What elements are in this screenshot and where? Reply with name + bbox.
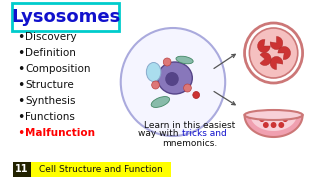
Circle shape	[275, 114, 280, 120]
Circle shape	[163, 58, 171, 66]
Circle shape	[259, 116, 265, 122]
Ellipse shape	[146, 62, 161, 82]
Text: 11: 11	[15, 165, 29, 174]
Text: Structure: Structure	[25, 80, 74, 90]
Ellipse shape	[244, 110, 303, 120]
Circle shape	[263, 122, 269, 128]
Wedge shape	[270, 57, 283, 69]
Ellipse shape	[176, 56, 193, 64]
Circle shape	[249, 28, 298, 78]
Text: way with: way with	[138, 129, 182, 138]
Ellipse shape	[151, 96, 170, 107]
Text: •: •	[17, 30, 25, 44]
Text: •: •	[17, 127, 25, 140]
FancyBboxPatch shape	[31, 162, 171, 177]
FancyBboxPatch shape	[12, 3, 119, 31]
Circle shape	[278, 122, 284, 128]
Circle shape	[184, 84, 191, 92]
Text: Malfunction: Malfunction	[25, 128, 95, 138]
Text: Functions: Functions	[25, 112, 75, 122]
Text: •: •	[17, 46, 25, 60]
Text: •: •	[17, 94, 25, 107]
Wedge shape	[260, 53, 271, 66]
Circle shape	[121, 28, 225, 136]
Polygon shape	[244, 115, 303, 137]
Circle shape	[152, 81, 159, 89]
Text: •: •	[17, 111, 25, 123]
Text: •: •	[17, 62, 25, 75]
Text: Learn in this easiest: Learn in this easiest	[144, 120, 235, 129]
Circle shape	[267, 114, 273, 120]
Circle shape	[244, 23, 303, 83]
Circle shape	[193, 91, 200, 98]
Ellipse shape	[157, 62, 192, 94]
Wedge shape	[278, 46, 291, 60]
Circle shape	[282, 116, 288, 122]
Polygon shape	[250, 115, 297, 131]
Text: Synthesis: Synthesis	[25, 96, 76, 106]
Text: Cell Structure and Function: Cell Structure and Function	[38, 165, 162, 174]
FancyBboxPatch shape	[13, 162, 31, 177]
Wedge shape	[258, 39, 270, 53]
Text: •: •	[17, 78, 25, 91]
Text: Definition: Definition	[25, 48, 76, 58]
Text: Composition: Composition	[25, 64, 91, 74]
Text: Discovery: Discovery	[25, 32, 76, 42]
Text: tricks and: tricks and	[182, 129, 227, 138]
Text: Lysosomes: Lysosomes	[11, 8, 120, 26]
Wedge shape	[270, 37, 283, 50]
Text: mnemonics.: mnemonics.	[162, 138, 217, 147]
Circle shape	[271, 122, 276, 128]
Circle shape	[165, 72, 179, 86]
